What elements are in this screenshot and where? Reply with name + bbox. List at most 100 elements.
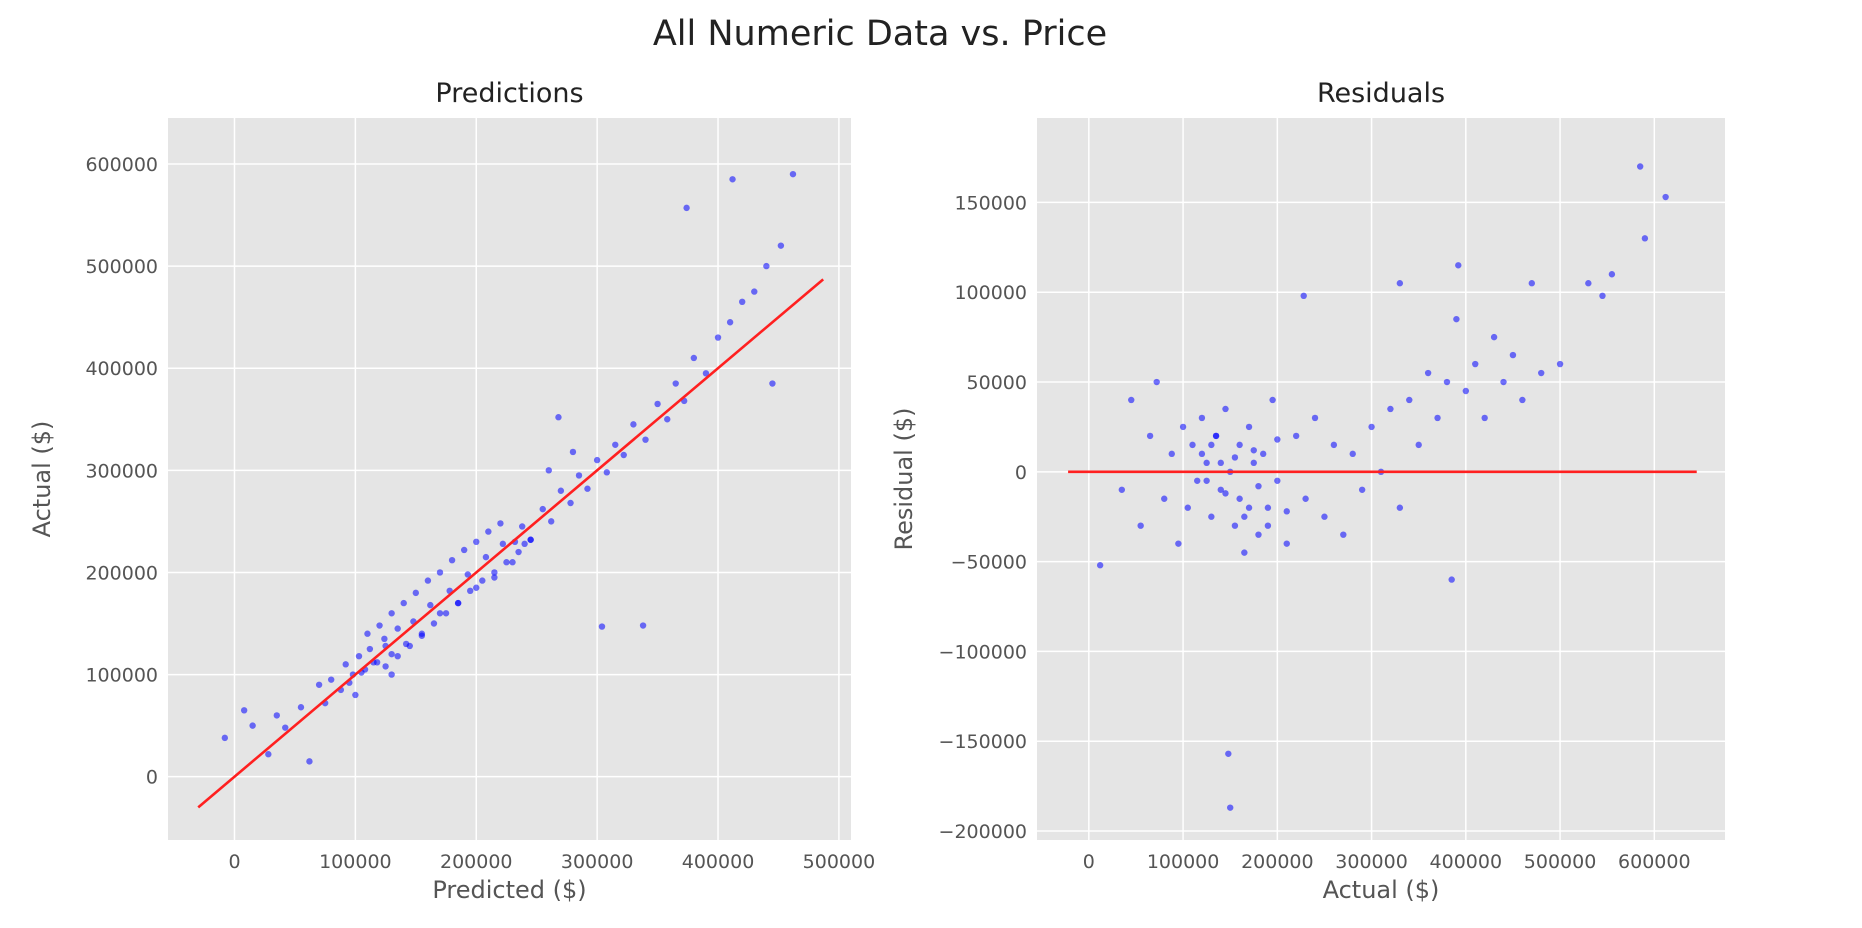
residuals-data-point [1349,450,1356,458]
predictions-y-tick-label: 0 [146,767,158,789]
predictions-data-point [352,691,359,699]
residuals-y-tick-label: 100000 [954,282,1027,304]
residuals-data-point [1528,280,1535,287]
residuals-data-point [1217,459,1224,467]
residuals-data-point [1231,454,1239,461]
residuals-data-point [1241,549,1248,556]
predictions-data-point [642,436,649,443]
predictions-data-point [464,571,471,578]
predictions-data-point [418,632,426,639]
residuals-data-point [1519,396,1526,404]
residuals-data-point [1245,504,1253,511]
residuals-data-point [1198,414,1206,422]
predictions-data-point [306,758,313,765]
residuals-data-point [1168,450,1175,458]
predictions-data-point [424,577,432,584]
predictions-x-tick-label: 500000 [803,851,876,873]
predictions-data-point [376,622,383,629]
residuals-data-point [1179,423,1187,431]
residuals-data-point [1269,396,1276,404]
predictions-data-point [388,650,395,658]
predictions-data-point [567,499,574,507]
predictions-title: Predictions [435,78,583,109]
residuals-title: Residuals [1317,78,1445,109]
predictions-data-point [521,540,528,548]
predictions-data-point [388,671,395,678]
predictions-data-point [702,370,710,377]
predictions-y-tick-label: 300000 [85,460,158,482]
residuals-data-point [1358,486,1366,493]
predictions-data-point [221,734,229,742]
predictions-data-point [382,663,389,670]
residuals-data-point [1255,531,1262,538]
predictions-data-point [355,652,363,660]
residuals-x-tick-label: 100000 [1147,851,1220,873]
predictions-data-point [482,553,490,561]
predictions-data-point [497,520,504,527]
predictions-data-point [394,652,401,660]
residuals-y-tick-label: −50000 [951,552,1027,574]
predictions-data-point [436,610,444,617]
residuals-data-point [1217,486,1224,493]
predictions-data-point [630,421,637,428]
predictions-x-tick-label: 400000 [682,851,755,873]
residuals-data-point [1321,513,1328,520]
predictions-data-point [509,559,516,566]
residuals-data-point [1189,441,1196,449]
predictions-data-point [364,630,371,637]
residuals-data-point [1585,280,1592,287]
predictions-data-point [479,577,486,584]
residuals-data-point [1453,315,1460,323]
predictions-data-point [548,518,555,525]
residuals-data-point [1255,482,1262,490]
residuals-data-point [1194,477,1201,484]
residuals-data-point [1424,369,1432,377]
predictions-data-point [381,635,388,643]
predictions-data-point [664,416,671,423]
predictions-data-point [327,676,335,683]
predictions-data-point [315,681,323,688]
residuals-data-point [1096,562,1104,569]
residuals-x-tick-label: 500000 [1524,851,1597,873]
residuals-data-point [1236,495,1243,502]
residuals-data-point [1274,436,1281,443]
predictions-y-tick-label: 500000 [85,256,158,278]
residuals-data-point [1509,351,1517,359]
predictions-data-point [575,472,583,479]
predictions-data-point [282,724,289,731]
predictions-reference-line [197,278,825,809]
residuals-data-point [1274,477,1281,484]
predictions-data-point [427,601,434,609]
predictions-data-point [612,441,619,448]
residuals-panel: 0 100000 200000 300000 400000 500000 600000−20… [890,78,1725,904]
residuals-data-point [1128,396,1135,404]
predictions-data-point [467,587,474,595]
predictions-data-point [388,610,395,617]
predictions-data-point [430,620,438,627]
residuals-x-tick-label: 200000 [1241,851,1314,873]
residuals-tick-labels: 0 100000 200000 300000 400000 500000 600000−20… [939,192,1691,873]
residuals-data-point [1225,750,1232,757]
predictions-data-point [273,712,280,719]
predictions-data-point [412,589,420,597]
predictions-data-point [518,523,526,530]
residuals-data-point [1556,360,1564,368]
residuals-data-point [1415,441,1422,449]
residuals-data-point [1396,504,1404,511]
residuals-data-point [1212,432,1220,440]
predictions-y-tick-label: 200000 [85,562,158,584]
residuals-data-point [1236,441,1243,449]
residuals-data-point [1175,540,1182,547]
residuals-data-point [1264,522,1272,529]
residuals-y-tick-label: −200000 [939,821,1027,843]
residuals-data-point [1203,477,1210,484]
residuals-data-point [1300,292,1307,300]
residuals-y-tick-label: −100000 [939,641,1027,663]
predictions-data-point [620,451,627,459]
predictions-data-point [555,414,562,421]
residuals-data-point [1245,423,1253,431]
predictions-data-point [249,722,256,729]
predictions-data-point [726,319,734,326]
predictions-data-point [593,456,601,464]
residuals-data-point [1161,495,1168,502]
